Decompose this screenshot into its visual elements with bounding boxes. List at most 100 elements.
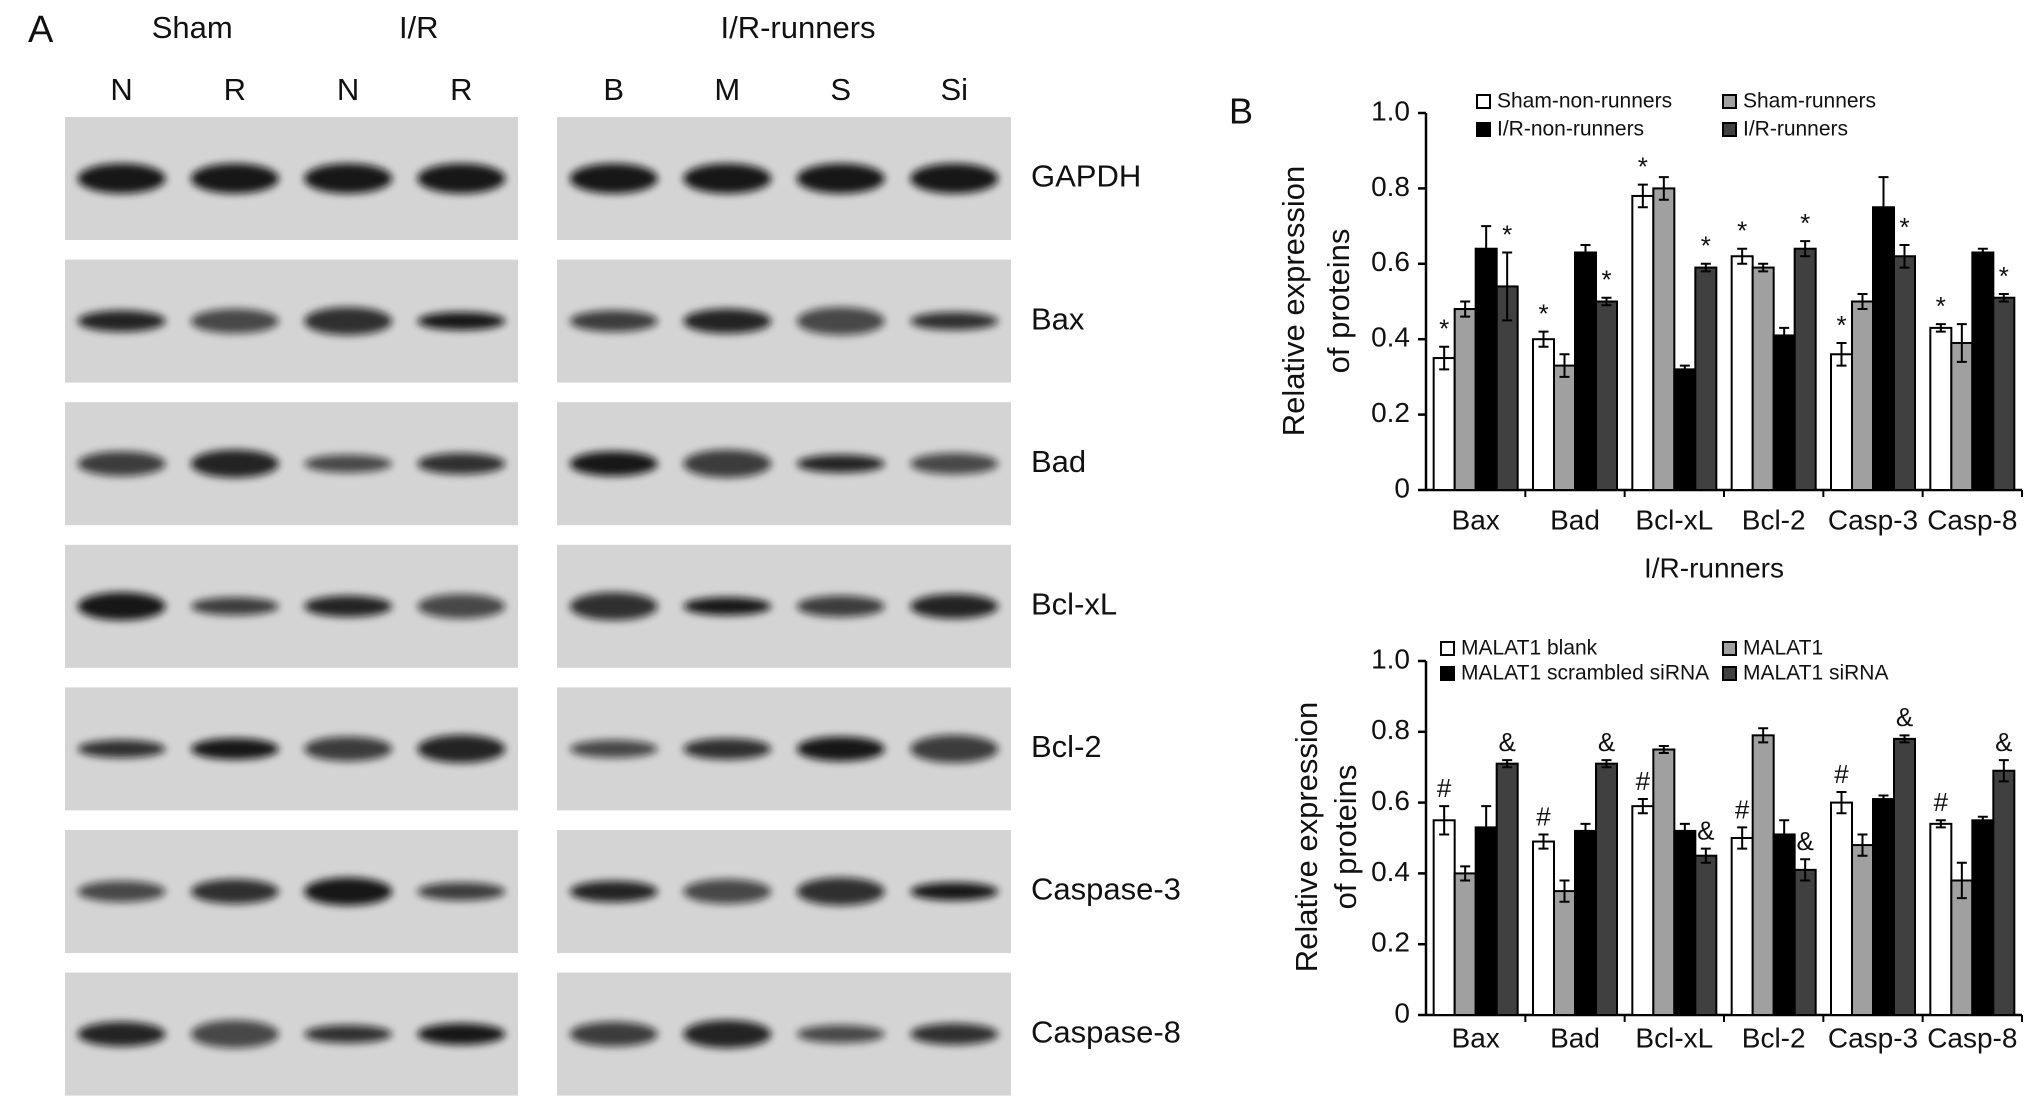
lane-label: N <box>337 72 359 107</box>
bar <box>1893 737 1916 1016</box>
bar <box>1772 833 1796 1017</box>
error-bar <box>1758 727 1769 744</box>
bar <box>1532 840 1555 1016</box>
bar <box>1652 187 1676 491</box>
error-bar <box>1502 759 1513 769</box>
error-bar <box>1538 330 1549 348</box>
significance-mark: & <box>1598 727 1615 757</box>
error-bar <box>1836 790 1847 815</box>
y-tick-label: 0.6 <box>1371 785 1410 816</box>
y-tick-label: 0.6 <box>1371 246 1410 277</box>
blot-band <box>796 877 885 906</box>
blot-band <box>417 1023 506 1045</box>
y-tick-label: 0.4 <box>1371 322 1410 353</box>
blot-band <box>683 1020 772 1049</box>
error-bar <box>1679 364 1690 375</box>
bar <box>1793 247 1817 491</box>
significance-mark: # <box>1536 801 1551 831</box>
significance-mark: * <box>1899 212 1909 242</box>
blot-band <box>77 592 166 621</box>
x-tick-label: Bcl-2 <box>1742 1022 1806 1053</box>
significance-mark: * <box>1737 216 1747 246</box>
blot-band <box>796 736 885 762</box>
blot-band <box>190 163 279 194</box>
bar <box>1694 854 1718 1017</box>
x-tick-label: Bax <box>1452 1022 1500 1053</box>
blot-band <box>77 1021 166 1047</box>
error-bar <box>1481 225 1492 273</box>
significance-mark: * <box>1502 219 1512 249</box>
error-bar <box>1580 243 1591 262</box>
significance-mark: * <box>1936 291 1946 321</box>
error-bar <box>1460 865 1471 882</box>
blot-band <box>417 882 506 901</box>
x-tick-label: Casp-3 <box>1828 1022 1918 1053</box>
error-bar <box>1779 326 1790 344</box>
blot-band <box>569 310 658 332</box>
error-bar <box>1737 826 1748 850</box>
error-bar <box>1800 858 1811 882</box>
error-bar <box>1935 819 1946 829</box>
bar <box>1992 296 2016 492</box>
x-tick-label: Bax <box>1452 504 1500 535</box>
blot-band <box>569 880 658 903</box>
blot-band <box>77 310 166 332</box>
protein-label: Bcl-xL <box>1031 586 1117 621</box>
x-tick-label: Casp-3 <box>1828 504 1918 535</box>
y-tick-label: 0 <box>1394 997 1410 1028</box>
y-axis-label: of proteins <box>1321 229 1356 374</box>
y-axis-label: Relative expression <box>1289 702 1324 973</box>
y-tick-label: 0.4 <box>1371 856 1410 887</box>
bar <box>1432 357 1456 491</box>
lane-label: R <box>450 72 472 107</box>
blot-band <box>683 163 772 194</box>
blot-band <box>77 163 166 194</box>
protein-label: Bad <box>1031 444 1086 479</box>
blot-band <box>910 734 999 763</box>
error-bar <box>1998 292 2009 303</box>
significance-mark: * <box>1999 261 2009 291</box>
error-bar <box>1956 323 1967 363</box>
blot-band <box>796 454 885 473</box>
error-bar <box>1637 183 1648 209</box>
bar <box>1574 829 1597 1016</box>
lane-label: B <box>603 72 624 107</box>
blot-band <box>417 312 506 331</box>
error-bar <box>1779 819 1790 850</box>
error-bar <box>1878 176 1889 239</box>
error-bar <box>1538 833 1549 850</box>
bar <box>1793 868 1817 1016</box>
blot-band <box>190 879 279 904</box>
error-bar <box>1758 262 1769 273</box>
error-bar <box>1637 798 1648 815</box>
blot-band <box>190 738 279 760</box>
error-bar <box>1977 815 1988 825</box>
x-tick-label: Bad <box>1550 504 1600 535</box>
legend-label: MALAT1 scrambled siRNA <box>1461 662 1709 685</box>
bar <box>1474 826 1498 1016</box>
protein-label: Bax <box>1031 301 1085 336</box>
significance-mark: & <box>1995 727 2012 757</box>
blot-band <box>796 595 885 617</box>
error-bar <box>1658 744 1669 755</box>
lane-label: Si <box>940 72 968 107</box>
bar <box>1595 762 1618 1016</box>
legend-label: MALAT1 siRNA <box>1743 662 1888 685</box>
error-bar <box>1956 861 1967 900</box>
blot-band <box>683 308 772 334</box>
legend-swatch <box>1440 641 1455 656</box>
error-bar <box>1836 341 1847 367</box>
blot-band <box>304 877 393 906</box>
bar <box>1453 872 1477 1017</box>
bar <box>1830 353 1853 491</box>
error-bar <box>1878 794 1889 804</box>
bar <box>1652 748 1676 1016</box>
error-bar <box>1601 296 1612 307</box>
protein-label: Bcl-2 <box>1031 729 1102 764</box>
blot-band <box>77 739 166 758</box>
error-bar <box>1559 353 1570 378</box>
error-bar <box>1601 759 1612 769</box>
error-bar <box>1481 805 1492 850</box>
blot-band <box>796 307 885 336</box>
